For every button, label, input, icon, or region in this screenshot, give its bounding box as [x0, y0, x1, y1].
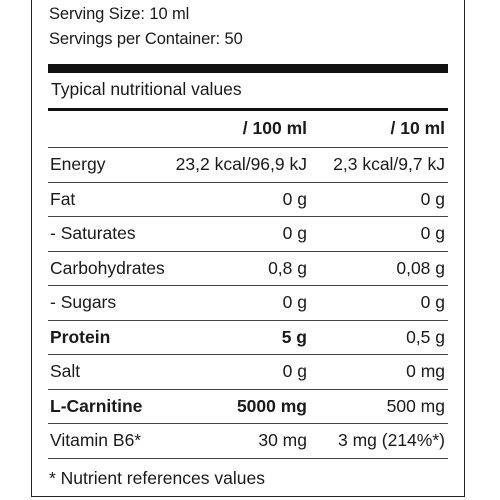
nutrient-value-per-10ml: 0 mg: [406, 361, 445, 381]
nutrient-label: Salt: [50, 361, 81, 381]
nutrient-label: - Saturates: [50, 223, 136, 243]
thick-divider: [48, 64, 448, 73]
medium-divider: [48, 108, 448, 111]
nutrient-label: Protein: [50, 326, 111, 347]
nutrient-value-per-10ml: 0,08 g: [396, 257, 445, 278]
nutrient-label: Fat: [50, 188, 76, 209]
nutrient-value-per-10ml: 3 mg (214%*): [338, 430, 445, 450]
serving-size: Serving Size: 10 ml: [49, 5, 190, 23]
column-header-per-10ml: / 10 ml: [390, 118, 445, 138]
nutrient-value-per-10ml: 2,3 kcal/9,7 kJ: [333, 154, 445, 174]
nutrient-value-per-100ml: 0 g: [282, 292, 307, 312]
row-divider: [48, 354, 448, 355]
row-divider: [48, 388, 448, 390]
nutrient-value-per-10ml: 0 g: [420, 223, 445, 243]
nutrient-label: Energy: [50, 154, 106, 174]
row-divider: [48, 285, 448, 286]
nutrient-value-per-100ml: 5000 mg: [236, 395, 307, 416]
nutrient-value-per-100ml: 0 g: [282, 223, 307, 243]
nutrient-label: Carbohydrates: [50, 257, 165, 278]
nutrient-value-per-10ml: 0 g: [420, 188, 445, 209]
nutrient-value-per-100ml: 0 g: [282, 188, 307, 209]
nutrient-value-per-100ml: 0,8 g: [268, 257, 307, 278]
row-divider: [48, 250, 448, 252]
row-divider: [48, 423, 448, 424]
column-header-per-100ml: / 100 ml: [242, 118, 307, 138]
nutrient-label: Vitamin B6*: [50, 430, 142, 450]
row-divider: [48, 319, 448, 321]
nutrient-value-per-100ml: 0 g: [282, 361, 307, 381]
nutrient-value-per-100ml: 23,2 kcal/96,9 kJ: [175, 154, 307, 174]
nutrient-value-per-10ml: 0,5 g: [406, 326, 445, 347]
nutrition-facts-panel: Serving Size: 10 ml Servings per Contain…: [31, 0, 465, 497]
footnote: * Nutrient references values: [49, 468, 265, 488]
row-divider: [48, 147, 448, 148]
nutrient-value-per-100ml: 5 g: [281, 326, 307, 347]
section-title: Typical nutritional values: [51, 79, 242, 99]
nutrient-value-per-100ml: 30 mg: [258, 430, 307, 450]
nutrient-label: - Sugars: [50, 292, 117, 312]
nutrient-value-per-10ml: 500 mg: [386, 395, 445, 416]
nutrient-label: L-Carnitine: [50, 395, 143, 416]
row-divider: [48, 457, 448, 459]
row-divider: [48, 181, 448, 183]
servings-per-container: Servings per Container: 50: [49, 30, 243, 48]
nutrient-value-per-10ml: 0 g: [420, 292, 445, 312]
row-divider: [48, 216, 448, 217]
